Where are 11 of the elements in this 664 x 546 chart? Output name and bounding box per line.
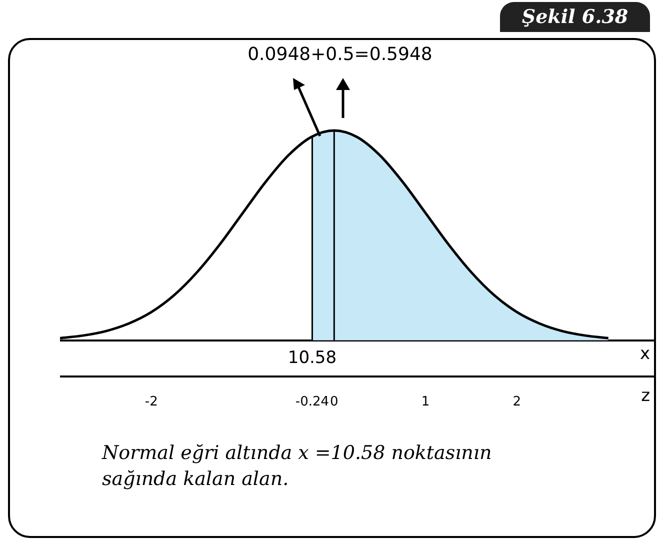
x-tick-label: -0.24: [295, 394, 330, 410]
x-axis-title: z: [641, 386, 650, 406]
text: Normal eğri altında x =10.58 noktasının sağında kalan alan.: [102, 441, 493, 492]
x-tick-label: 0: [330, 394, 338, 410]
text: 10.58: [288, 348, 337, 368]
x-tick-label: 2: [512, 394, 522, 410]
x-tick-label: -2: [144, 394, 158, 410]
chart-title: Şekil 6.38: [500, 2, 650, 32]
text: 0.0948+0.5=0.5948: [246, 44, 434, 65]
x-tick-label: 1: [421, 394, 430, 410]
x2-axis-title: x: [640, 344, 650, 364]
